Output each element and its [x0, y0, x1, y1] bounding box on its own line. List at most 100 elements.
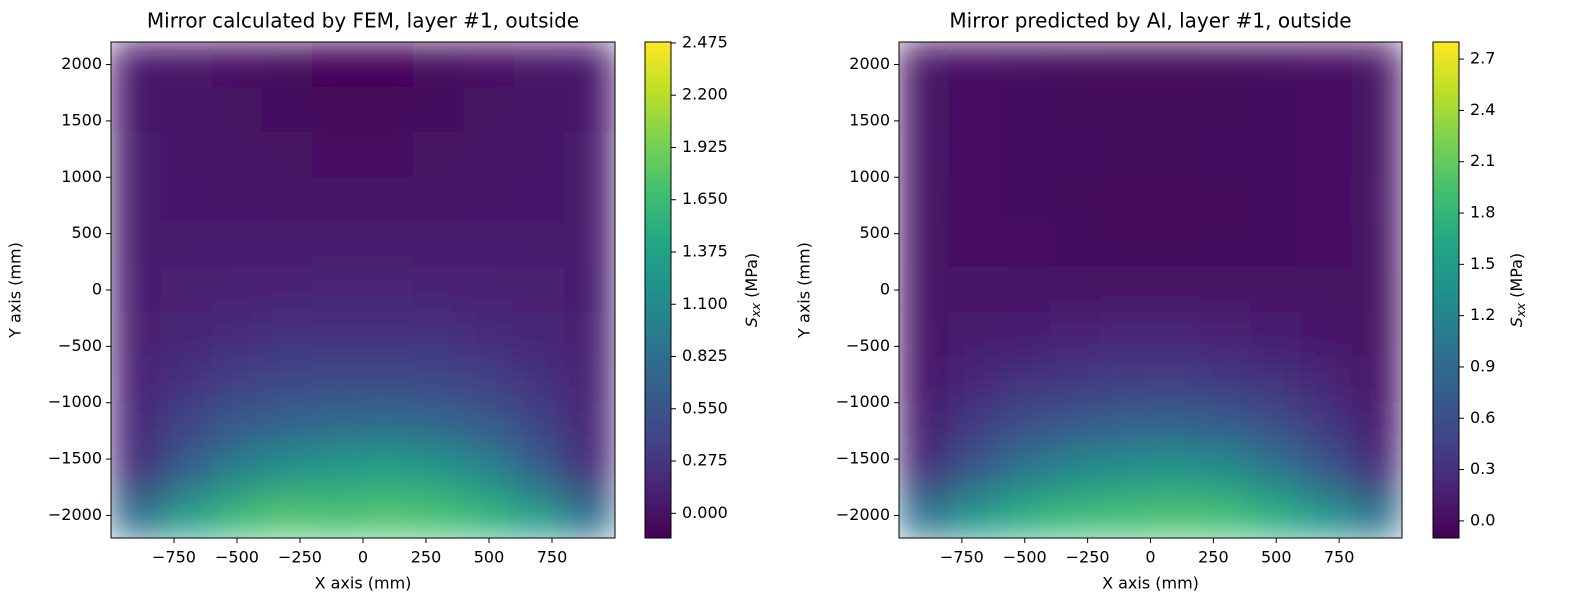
heatmap-cell [312, 131, 364, 178]
heatmap-cell [513, 447, 566, 494]
heatmap-cell [1150, 221, 1202, 268]
heatmap-cell [948, 492, 1001, 538]
heatmap [899, 42, 1402, 538]
x-tick-label: −500 [215, 548, 259, 567]
y-tick-label: 1000 [849, 167, 890, 186]
heatmap-cell [999, 42, 1051, 88]
heatmap-cell [948, 357, 1001, 404]
y-tick-label: 500 [859, 223, 890, 242]
heatmap-cell [1150, 86, 1202, 133]
heatmap-cell [1200, 221, 1252, 268]
heatmap-cell [1099, 221, 1151, 268]
heatmap-cell [513, 221, 566, 268]
heatmap-cell [564, 492, 615, 538]
colorbar-label-subscript: xx [1514, 302, 1528, 318]
heatmap-cell [261, 447, 314, 494]
heatmap-cell [564, 221, 615, 268]
heatmap-cell [999, 447, 1051, 494]
heatmap-cell [463, 266, 515, 314]
heatmap-cell [463, 176, 515, 223]
heatmap-cell [513, 312, 566, 359]
heatmap-cell [1351, 86, 1402, 133]
heatmap-cell [999, 402, 1051, 449]
x-tick-label: 500 [474, 548, 505, 567]
heatmap-cell [999, 86, 1051, 133]
heatmap-cell [312, 221, 364, 268]
heatmap-cell [261, 176, 314, 223]
heatmap-cell [412, 312, 465, 359]
heatmap-cell [1351, 42, 1402, 88]
y-tick-label: −1500 [836, 449, 890, 468]
heatmap-cell [899, 176, 950, 223]
heatmap-cell [261, 221, 314, 268]
heatmap-cell [1300, 176, 1353, 223]
heatmap-cell [948, 221, 1001, 268]
heatmap-cell [1300, 266, 1353, 314]
heatmap-cell [1099, 131, 1151, 178]
heatmap-cell [111, 492, 162, 538]
heatmap-cell [1300, 447, 1353, 494]
heatmap-cell [412, 42, 465, 88]
heatmap-cell [1049, 492, 1101, 538]
heatmap-cell [899, 357, 950, 404]
heatmap-cell [1200, 42, 1252, 88]
heatmap-cell [412, 221, 465, 268]
heatmap-cell [999, 492, 1051, 538]
heatmap-cell [1351, 176, 1402, 223]
heatmap-cell [1150, 266, 1202, 314]
heatmap-cell [999, 312, 1051, 359]
heatmap-cell [1250, 266, 1302, 314]
heatmap-cell [362, 492, 414, 538]
colorbar-tick-label: 0.0 [1470, 510, 1495, 529]
heatmap-cell [160, 86, 213, 133]
colorbar-tick-label: 1.375 [682, 241, 728, 260]
heatmap-cell [899, 221, 950, 268]
heatmap-cell [999, 266, 1051, 314]
heatmap-cell [211, 492, 263, 538]
heatmap-cell [211, 447, 263, 494]
y-axis-label: Y axis (mm) [6, 242, 25, 339]
heatmap-cell [312, 42, 364, 88]
heatmap-cell [362, 402, 414, 449]
heatmap-cell [261, 402, 314, 449]
heatmap-cell [160, 492, 213, 538]
heatmap-cell [899, 312, 950, 359]
x-axis-label: X axis (mm) [1102, 574, 1199, 593]
y-tick-label: −2000 [48, 505, 102, 524]
heatmap-cell [1099, 42, 1151, 88]
heatmap-cell [1250, 492, 1302, 538]
heatmap-cell [1250, 176, 1302, 223]
heatmap-cell [1049, 402, 1101, 449]
heatmap-cell [1200, 86, 1252, 133]
heatmap-cell [463, 402, 515, 449]
colorbar-tick-label: 1.2 [1470, 305, 1495, 324]
heatmap-cell [463, 42, 515, 88]
heatmap-cell [412, 402, 465, 449]
heatmap-cell [1250, 42, 1302, 88]
heatmap-cell [261, 492, 314, 538]
x-tick-label: −250 [278, 548, 322, 567]
y-tick-label: 0 [880, 280, 890, 299]
y-tick-label: 500 [71, 223, 102, 242]
colorbar-tick-label: 2.7 [1470, 49, 1495, 68]
heatmap-cell [513, 492, 566, 538]
chart-title: Mirror predicted by AI, layer #1, outsid… [949, 9, 1351, 33]
heatmap-cell [564, 402, 615, 449]
heatmap-cell [1150, 176, 1202, 223]
heatmap-cell [1150, 402, 1202, 449]
heatmap-cell [412, 176, 465, 223]
colorbar-tick-label: 0.000 [682, 503, 728, 522]
heatmap-cell [1200, 357, 1252, 404]
heatmap-cell [948, 266, 1001, 314]
heatmap-cell [1200, 402, 1252, 449]
heatmap-cell [564, 447, 615, 494]
y-tick-label: 1500 [849, 110, 890, 129]
heatmap-cell [412, 492, 465, 538]
heatmap-cell [1300, 42, 1353, 88]
heatmap-cell [1150, 131, 1202, 178]
heatmap-cell [160, 447, 213, 494]
heatmap-cell [463, 86, 515, 133]
heatmap-cell [1200, 266, 1252, 314]
x-tick-label: 250 [411, 548, 442, 567]
heatmap-cell [111, 266, 162, 314]
